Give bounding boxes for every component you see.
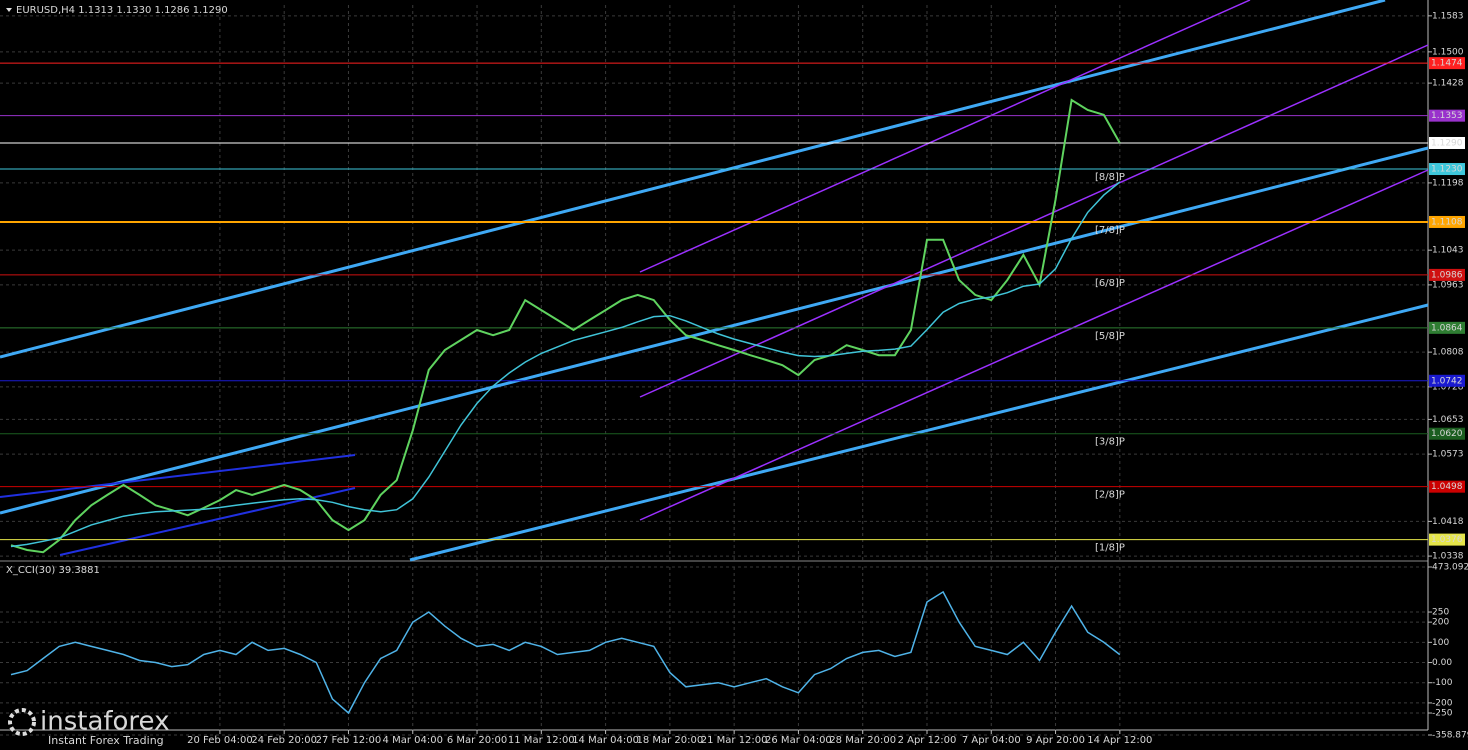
level-label-box (1429, 268, 1465, 281)
level-label: 1.1290 (1431, 138, 1463, 148)
level-label: 1.1474 (1431, 59, 1463, 69)
y-tick-label: 1.0418 (1432, 517, 1464, 527)
y-tick-label: 1.0653 (1432, 415, 1464, 425)
level-label-box (1429, 533, 1465, 546)
wedge-line (0, 454, 356, 498)
x-tick-label: 11 Mar 12:00 (508, 735, 575, 746)
y-tick-label: 250 (1432, 608, 1449, 618)
level-tag: [1/8]P (1095, 543, 1125, 554)
regression-line (639, 169, 1429, 521)
channel-line (409, 303, 1429, 562)
x-tick-label: 14 Apr 12:00 (1087, 735, 1152, 746)
trend-lines (0, 0, 1429, 562)
level-tag: [7/8]P (1095, 225, 1125, 236)
y-tick-label: 1.0338 (1432, 552, 1464, 562)
x-tick-label: 14 Mar 04:00 (572, 735, 639, 746)
x-tick-label: 2 Apr 12:00 (898, 735, 957, 746)
level-tag: [3/8]P (1095, 437, 1125, 448)
logo-brand: instaforex (40, 707, 169, 737)
x-tick-label: 9 Apr 20:00 (1026, 735, 1085, 746)
level-label: 1.1230 (1431, 165, 1463, 175)
level-label: 1.0742 (1431, 376, 1463, 386)
price-line (10, 181, 1121, 548)
level-label-box (1429, 57, 1465, 70)
level-label: 1.1108 (1431, 217, 1463, 227)
level-label: 1.0864 (1431, 323, 1463, 333)
x-tick-label: 20 Feb 04:00 (187, 735, 253, 746)
y-tick-label: 1.1198 (1432, 178, 1464, 188)
level-tag: [5/8]P (1095, 331, 1125, 342)
x-tick-label: 18 Mar 20:00 (636, 735, 703, 746)
x-tick-label: 24 Feb 20:00 (251, 735, 317, 746)
logo-icon (8, 708, 36, 736)
level-tag: [6/8]P (1095, 278, 1125, 289)
y-tick-label: 1.1428 (1432, 79, 1464, 89)
x-tick-label: 28 Mar 20:00 (829, 735, 896, 746)
level-label: 1.0986 (1431, 270, 1463, 280)
level-label: 1.1353 (1431, 111, 1463, 121)
y-tick-label: 1.1583 (1432, 11, 1464, 21)
x-tick-label: 27 Feb 12:00 (316, 735, 382, 746)
x-tick-label: 7 Apr 04:00 (962, 735, 1021, 746)
x-tick-label: 21 Mar 12:00 (701, 735, 768, 746)
y-tick-label: 1.0963 (1432, 280, 1464, 290)
level-label-box (1429, 374, 1465, 387)
level-label-box (1429, 215, 1465, 228)
x-tick-label: 6 Mar 20:00 (447, 735, 507, 746)
level-label-box (1429, 136, 1465, 149)
x-tick-label: 4 Mar 04:00 (383, 735, 443, 746)
y-tick-label: -250 (1432, 709, 1453, 719)
y-tick-label: -200 (1432, 698, 1453, 708)
level-label-box (1429, 109, 1465, 122)
y-tick-label: 100 (1432, 638, 1449, 648)
level-label-box (1429, 163, 1465, 176)
y-tick-label: 1.0728 (1432, 382, 1464, 392)
level-tag: [2/8]P (1095, 490, 1125, 501)
level-label: 1.0620 (1431, 429, 1463, 439)
x-tick-label: 26 Mar 04:00 (765, 735, 832, 746)
y-tick-label: -100 (1432, 678, 1453, 688)
level-label-box (1429, 427, 1465, 440)
level-label: 1.0376 (1431, 535, 1463, 545)
y-tick-label: 200 (1432, 618, 1449, 628)
y-tick-label: 473.0924 (1432, 563, 1468, 573)
logo-tagline: Instant Forex Trading (48, 734, 164, 747)
level-tag: [8/8]P (1095, 172, 1125, 183)
y-tick-label: -358.879 (1432, 731, 1468, 741)
y-tick-label: 1.1043 (1432, 246, 1464, 256)
level-label-box (1429, 321, 1465, 334)
channel-line (0, 0, 1386, 359)
indicator-title: X_CCI(30) 39.3881 (6, 565, 100, 576)
regression-line (639, 0, 1251, 273)
level-label-box (1429, 480, 1465, 493)
price-line (10, 98, 1121, 554)
y-tick-label: 1.0573 (1432, 450, 1464, 460)
symbol-header: EURUSD,H4 1.1313 1.1330 1.1286 1.1290 (16, 5, 228, 16)
y-tick-label: 0.00 (1432, 658, 1452, 668)
y-tick-label: 1.0808 (1432, 348, 1464, 358)
channel-line (0, 146, 1429, 515)
level-label: 1.0498 (1431, 482, 1463, 492)
menu-arrow[interactable] (6, 8, 12, 12)
price-line (10, 590, 1121, 715)
y-tick-label: 1.1500 (1432, 47, 1464, 57)
